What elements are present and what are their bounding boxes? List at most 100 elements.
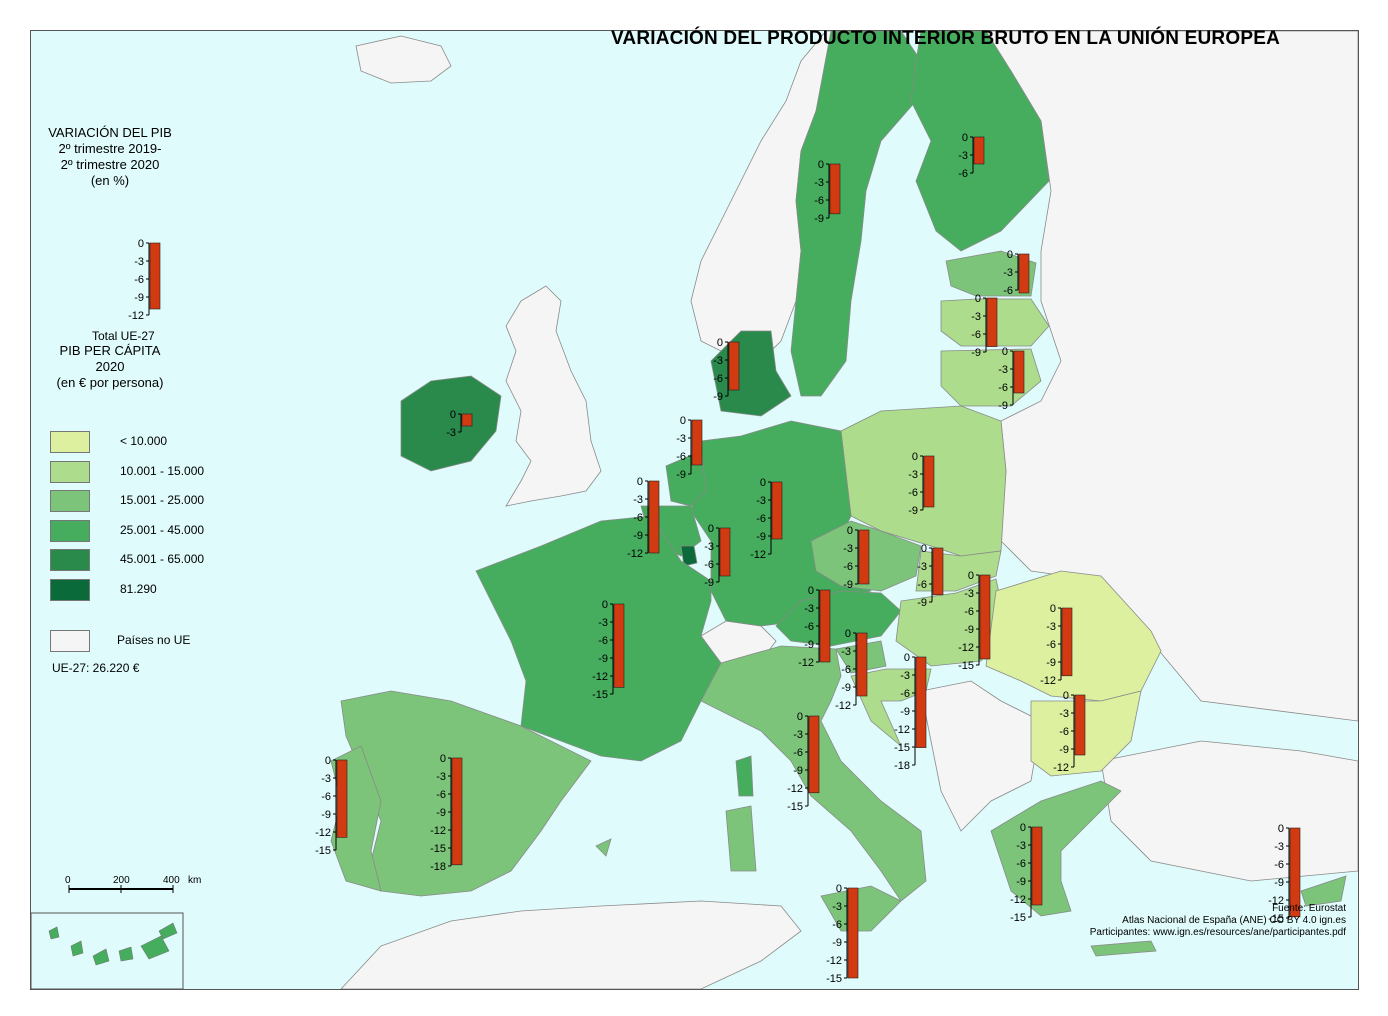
bar-tick-label: -3 <box>964 588 974 600</box>
bar-tick-label: -3 <box>958 150 968 162</box>
bar-tick-label: -12 <box>1040 675 1056 687</box>
legend-non-ue-label: Países no UE <box>117 633 191 647</box>
gdp-bar <box>923 455 935 508</box>
legend-class-swatch <box>50 431 90 453</box>
gdp-bar-group-27: 0 -3 -6 -9 -12 -15 <box>826 883 859 985</box>
gdp-bar <box>986 297 998 347</box>
bar-tick-label: -15 <box>894 742 910 754</box>
bar-tick-label: 0 <box>717 337 723 349</box>
bar-tick-label: -6 <box>843 561 853 573</box>
bar-tick-label: 0 <box>975 293 981 305</box>
bar-tick-label: -6 <box>756 513 766 525</box>
bar-tick-label: -3 <box>598 617 608 629</box>
source-credits: Fuente: Eurostat Atlas Nacional de Españ… <box>1090 903 1346 939</box>
bar-tick-label: 0 <box>1002 346 1008 358</box>
legend-class-label: 25.001 - 45.000 <box>120 523 205 537</box>
bar-tick-label: 0 <box>637 476 643 488</box>
bar-tick-label: -3 <box>704 541 714 553</box>
bar-tick-label: 0 <box>818 159 824 171</box>
gdp-bar <box>613 603 625 688</box>
bar-tick-label: -9 <box>713 391 723 403</box>
bar-tick-label: 0 <box>1278 823 1284 835</box>
bar-tick-label: -9 <box>793 765 803 777</box>
bar-tick-label: -3 <box>436 771 446 783</box>
bar-tick-label: 0 <box>708 523 714 535</box>
bar-tick-label: -3 <box>446 427 456 439</box>
bar-tick-label: -9 <box>917 597 927 609</box>
legend-class-swatch <box>50 579 90 601</box>
gdp-bar-group-12: 0 -3 -6 -9 <box>908 451 935 517</box>
legend-percapita-heading-3: (en € por persona) <box>56 375 164 390</box>
bar-tick-label: -15 <box>315 845 331 857</box>
gdp-bar-group-11: 0 -3 -6 -9 <box>843 525 870 591</box>
bar-tick-label: 0 <box>912 451 918 463</box>
legend-variation-heading-2: 2º trimestre 2019- <box>58 141 162 156</box>
bar-tick-label: -3 <box>676 433 686 445</box>
bar-tick-label: -6 <box>633 512 643 524</box>
sicily-region <box>820 885 902 932</box>
bar-tick-label: 0 <box>1050 603 1056 615</box>
bar-tick-label: -9 <box>676 469 686 481</box>
bar-tick-label: -9 <box>1016 876 1026 888</box>
bar-tick-label: -3 <box>900 670 910 682</box>
scale-bar: 0 200 400 km <box>65 875 201 893</box>
bar-tick-label: -6 <box>814 195 824 207</box>
legend-class-0: < 10.000 <box>50 431 220 453</box>
bar-tick-label: -6 <box>713 373 723 385</box>
gdp-bar <box>336 759 348 838</box>
bar-tick-label: -6 <box>1274 859 1284 871</box>
legend-class-5: 81.290 <box>50 579 220 601</box>
bar-tick-label: -6 <box>598 635 608 647</box>
bar-tick-label: -6 <box>1016 858 1026 870</box>
source-line-2: Atlas Nacional de España (ANE) CC BY 4.0… <box>1122 915 1346 926</box>
gdp-bar-group-4: 0 -3 -6 -9 <box>998 346 1025 412</box>
gdp-bar <box>858 529 870 585</box>
bar-tick-label: -9 <box>998 400 1008 412</box>
bar-tick-label: 0 <box>808 585 814 597</box>
bar-tick-label: -6 <box>998 382 1008 394</box>
legend-class-swatch <box>50 461 90 483</box>
gdp-bar <box>979 574 991 660</box>
legend-percapita-heading-1: PIB PER CÁPITA <box>59 343 161 358</box>
bar-tick-label: -12 <box>1010 894 1026 906</box>
bar-tick-label: -12 <box>835 700 851 712</box>
croatia-region <box>850 668 932 747</box>
bar-tick-label: -3 <box>804 603 814 615</box>
bar-tick-label: -15 <box>592 689 608 701</box>
legend-class-1: 10.001 - 15.000 <box>50 461 220 483</box>
uk-region <box>505 285 602 507</box>
bar-tick-label: -6 <box>436 789 446 801</box>
gdp-bar <box>771 481 783 540</box>
bar-tick-label: -3 <box>908 469 918 481</box>
gdp-bar-group-26: 0 -3 -6 -9 -12 -15 <box>315 755 348 857</box>
bar-tick-label: -9 <box>841 682 851 694</box>
bar-tick-label: -6 <box>832 919 842 931</box>
bar-tick-label: -9 <box>756 531 766 543</box>
bar-tick-label: -9 <box>598 653 608 665</box>
gdp-bar-group-17: 0 -3 -6 -9 -12 <box>798 585 831 669</box>
bar-tick-label: 0 <box>968 570 974 582</box>
legend-variation: VARIACIÓN DEL PIB 2º trimestre 2019- 2º … <box>40 125 180 189</box>
bar-tick-label: -6 <box>908 487 918 499</box>
legend-class-swatch <box>50 520 90 542</box>
bar-tick-label: 0 <box>1063 690 1069 702</box>
bar-tick-label: -12 <box>826 955 842 967</box>
bar-tick-label: -6 <box>900 688 910 700</box>
gdp-bar-group-3: 0 -3 -6 -9 <box>971 293 998 359</box>
bar-tick-label: -12 <box>592 671 608 683</box>
bar-tick-label: 0 <box>904 652 910 664</box>
gdp-bar-group-25: 0 -3 -6 -9 -12 -15 -18 <box>430 753 463 873</box>
crete-region <box>1090 940 1157 957</box>
gdp-bar <box>829 163 841 215</box>
gdp-bar-group-5: 0 -3 -6 -9 <box>713 337 740 403</box>
bar-tick-label: -6 <box>804 621 814 633</box>
bar-tick-label: -15 <box>826 973 842 985</box>
scale-label-400: 400 <box>163 875 180 886</box>
gdp-bar <box>973 136 985 165</box>
bar-tick-label: -12 <box>750 549 766 561</box>
bar-tick-label: -9 <box>908 505 918 517</box>
bar-tick-label: -18 <box>430 861 446 873</box>
legend-variation-heading-1: VARIACIÓN DEL PIB <box>48 125 172 140</box>
bar-tick-label: -9 <box>1274 877 1284 889</box>
bar-tick-label: -3 <box>814 177 824 189</box>
